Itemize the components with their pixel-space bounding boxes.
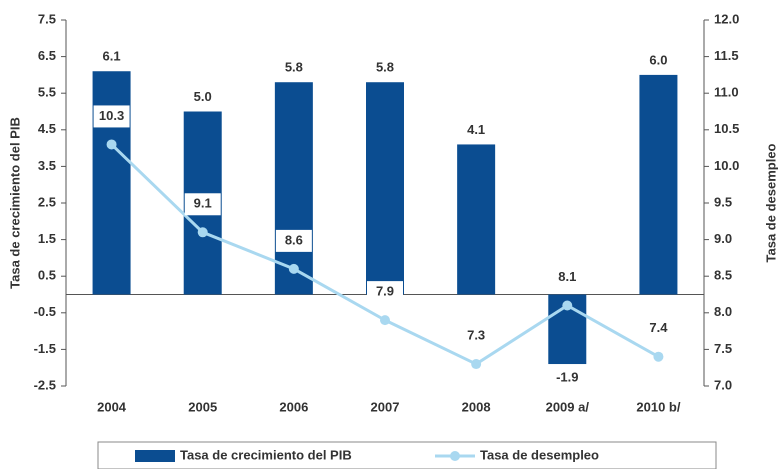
x-tick-label: 2009 a/ (546, 399, 590, 414)
line-label: 10.3 (99, 108, 124, 123)
bar (366, 82, 404, 295)
bar-label: 6.1 (103, 49, 121, 64)
y-tick-label: -1.5 (34, 341, 56, 356)
bar-label: 5.8 (376, 60, 394, 75)
line-label: 7.9 (376, 284, 394, 299)
bar-label: 5.8 (285, 60, 303, 75)
line-label-box (640, 317, 677, 340)
line-label-box (275, 229, 312, 252)
line-label-box (367, 281, 403, 304)
x-tick-label: 2006 (279, 399, 308, 414)
y-tick-label: 0.5 (38, 268, 56, 283)
y-tick-label: -2.5 (34, 377, 56, 392)
line-point (653, 351, 664, 362)
line-label-box (184, 193, 221, 216)
line-point (197, 227, 208, 238)
bar (274, 82, 313, 295)
line-label: 7.3 (467, 327, 485, 342)
y2-tick-label: 11.5 (714, 48, 739, 63)
y-tick-label: 4.5 (38, 121, 56, 136)
line-point (471, 359, 482, 370)
y-axis-label: Tasa de crecimiento del PIB (7, 117, 22, 289)
bar (92, 71, 131, 295)
y2-tick-label: 7.0 (714, 377, 732, 392)
y2-tick-label: 9.0 (714, 231, 732, 246)
bar-label: 6.0 (649, 52, 667, 67)
y-tick-label: 1.5 (38, 231, 56, 246)
y-tick-label: 7.5 (38, 11, 56, 26)
y-tick-label: -0.5 (34, 304, 56, 319)
line-point (106, 139, 117, 150)
y-tick-label: 3.5 (38, 158, 56, 173)
bar-label: -1.9 (556, 369, 578, 384)
y2-tick-label: 12.0 (714, 11, 739, 26)
line-point (562, 300, 573, 311)
x-tick-label: 2004 (97, 399, 127, 414)
line-label-box (549, 266, 586, 289)
y2-tick-label: 9.5 (714, 194, 732, 209)
legend-swatch-point (450, 451, 460, 461)
line-label-box (458, 325, 495, 348)
x-tick-label: 2007 (371, 399, 400, 414)
bar-label: 5.0 (194, 89, 212, 104)
line-label: 7.4 (649, 320, 668, 335)
y2-tick-label: 8.5 (714, 268, 732, 283)
line-label: 8.6 (285, 232, 303, 247)
y-tick-label: 2.5 (38, 194, 56, 209)
legend-swatch (135, 450, 175, 462)
y2-tick-label: 11.0 (714, 85, 739, 100)
bar-label: 4.1 (467, 122, 485, 137)
x-tick-label: 2008 (462, 399, 491, 414)
line-label: 9.1 (194, 196, 212, 211)
y-tick-label: 6.5 (38, 48, 56, 63)
legend-label: Tasa de crecimiento del PIB (180, 447, 352, 462)
x-tick-label: 2010 b/ (636, 399, 680, 414)
bar (457, 144, 496, 295)
line-point (288, 263, 299, 274)
y2-tick-label: 7.5 (714, 341, 732, 356)
x-tick-label: 2005 (188, 399, 217, 414)
line-label: 8.1 (558, 269, 576, 284)
legend (97, 441, 717, 469)
line-point (380, 315, 390, 326)
y2-tick-label: 10.5 (714, 121, 739, 136)
legend-label: Tasa de desempleo (480, 447, 599, 462)
line-label-box (93, 105, 130, 128)
y2-axis-label: Tasa de desempleo (763, 143, 778, 262)
bar (639, 74, 678, 295)
y-tick-label: 5.5 (38, 85, 56, 100)
y2-tick-label: 10.0 (714, 158, 739, 173)
y2-tick-label: 8.0 (714, 304, 732, 319)
